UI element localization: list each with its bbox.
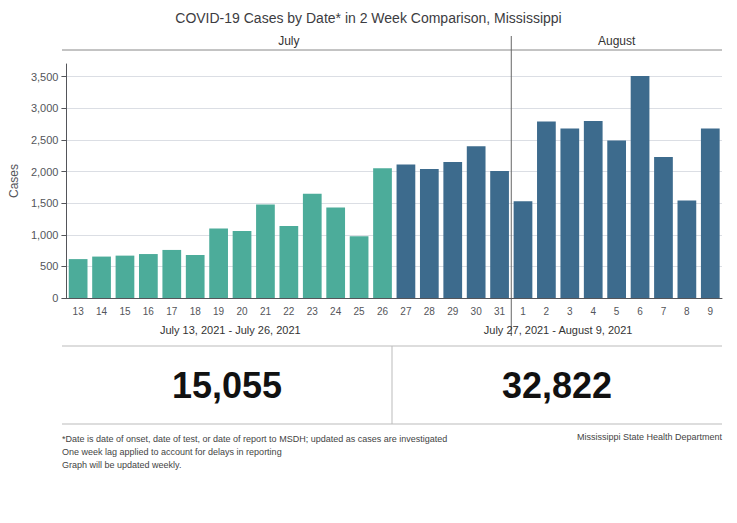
svg-text:23: 23 [307, 306, 319, 317]
svg-text:7: 7 [661, 306, 667, 317]
svg-text:3: 3 [567, 306, 573, 317]
svg-text:31: 31 [494, 306, 506, 317]
svg-text:22: 22 [283, 306, 295, 317]
svg-text:24: 24 [330, 306, 342, 317]
svg-text:13: 13 [73, 306, 85, 317]
svg-text:Mississippi State Health Depar: Mississippi State Health Department [577, 432, 723, 442]
svg-text:29: 29 [447, 306, 459, 317]
svg-text:9: 9 [708, 306, 714, 317]
svg-text:3,500: 3,500 [31, 71, 59, 83]
svg-text:15: 15 [119, 306, 131, 317]
svg-text:5: 5 [614, 306, 620, 317]
svg-text:3,000: 3,000 [31, 102, 59, 114]
svg-text:1: 1 [520, 306, 526, 317]
svg-text:6: 6 [637, 306, 643, 317]
svg-text:2,000: 2,000 [31, 166, 59, 178]
svg-text:25: 25 [354, 306, 366, 317]
svg-text:21: 21 [260, 306, 272, 317]
svg-text:19: 19 [213, 306, 225, 317]
svg-text:1,000: 1,000 [31, 229, 59, 241]
svg-text:4: 4 [590, 306, 596, 317]
svg-text:17: 17 [166, 306, 178, 317]
svg-text:August: August [598, 34, 636, 48]
svg-text:1,500: 1,500 [31, 197, 59, 209]
svg-text:14: 14 [96, 306, 108, 317]
svg-text:2: 2 [544, 306, 550, 317]
svg-text:Graph will be updated weekly.: Graph will be updated weekly. [62, 460, 181, 470]
svg-text:July 27, 2021 - August 9, 2021: July 27, 2021 - August 9, 2021 [484, 324, 633, 336]
svg-text:July 13, 2021 - July 26, 2021: July 13, 2021 - July 26, 2021 [160, 324, 301, 336]
svg-text:2,500: 2,500 [31, 134, 59, 146]
svg-text:COVID-19 Cases by Date* in 2 W: COVID-19 Cases by Date* in 2 Week Compar… [175, 10, 561, 26]
svg-text:18: 18 [190, 306, 202, 317]
svg-text:30: 30 [471, 306, 483, 317]
svg-text:32,822: 32,822 [502, 365, 612, 406]
svg-text:One week lag applied to accoun: One week lag applied to account for dela… [62, 447, 282, 457]
svg-text:15,055: 15,055 [172, 365, 282, 406]
svg-text:July: July [278, 34, 299, 48]
svg-text:Cases: Cases [7, 164, 21, 198]
svg-text:16: 16 [143, 306, 155, 317]
svg-text:28: 28 [424, 306, 436, 317]
svg-text:26: 26 [377, 306, 389, 317]
svg-text:8: 8 [684, 306, 690, 317]
svg-text:0: 0 [52, 292, 58, 304]
svg-text:20: 20 [236, 306, 248, 317]
svg-text:500: 500 [40, 260, 58, 272]
svg-text:27: 27 [400, 306, 412, 317]
svg-text:*Date is date of onset, date o: *Date is date of onset, date of test, or… [62, 434, 447, 444]
